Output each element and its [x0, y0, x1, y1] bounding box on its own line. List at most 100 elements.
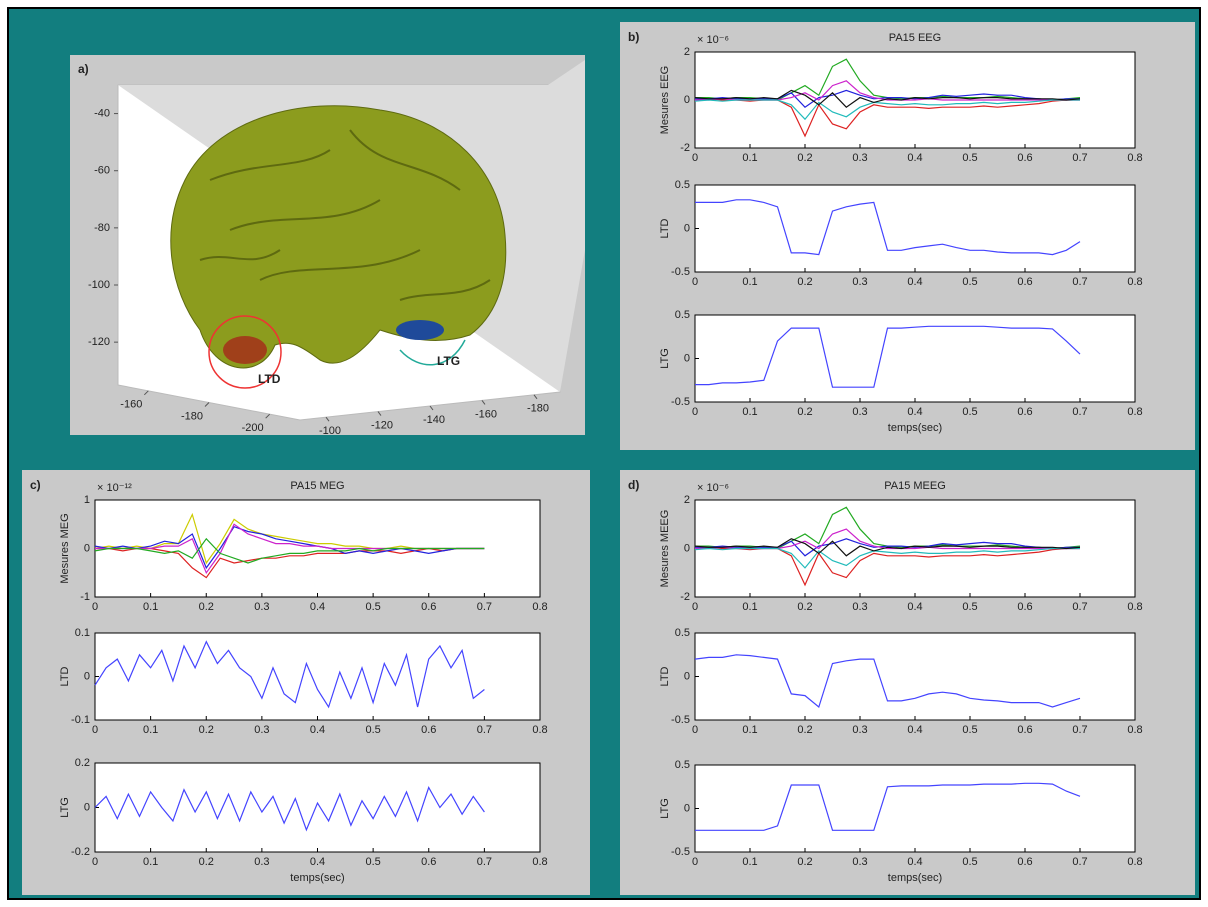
- x-tick-label: 0.4: [310, 724, 325, 736]
- x-tick-label: 0.5: [962, 856, 977, 868]
- x-tick-label: 0: [692, 406, 698, 418]
- x-tick-label: 0.3: [852, 601, 867, 613]
- x-tick-label: 0.6: [421, 601, 436, 613]
- y-tick: [204, 402, 210, 407]
- source-ltd: [223, 336, 267, 364]
- z-tick-label: -40: [94, 107, 110, 119]
- y-tick-label: -0.2: [71, 846, 90, 858]
- chart-title: PA15 MEEG: [884, 480, 946, 492]
- panel-label: d): [628, 478, 639, 492]
- brain-folds: [199, 129, 491, 301]
- source-ltg: [396, 320, 444, 340]
- x-tick-label: 0.7: [477, 856, 492, 868]
- y-tick-label: -0.5: [671, 266, 690, 278]
- series-line: [94, 537, 485, 564]
- x-tick-label: 0.1: [143, 856, 158, 868]
- x-tick: [377, 411, 382, 416]
- y-tick-label: 0.5: [675, 759, 690, 771]
- y-axis-label: Mesures EEG: [659, 66, 671, 134]
- z-tick-label: -120: [88, 336, 110, 348]
- y-tick-label: 0: [84, 542, 90, 554]
- x-tick-label: 0.2: [199, 601, 214, 613]
- y-tick-label: 0: [684, 670, 690, 682]
- x-tick-label: 0: [92, 856, 98, 868]
- y-tick-label: -180: [181, 410, 203, 422]
- x-tick-label: 0.6: [1017, 601, 1032, 613]
- y-axis-label: LTD: [659, 218, 671, 238]
- series-line: [94, 640, 485, 709]
- brain: [170, 105, 507, 369]
- x-tick-label: 0: [692, 724, 698, 736]
- x-tick-label: 0.3: [254, 724, 269, 736]
- x-axis-label: temps(sec): [888, 872, 942, 884]
- x-tick-label: 0.5: [962, 152, 977, 164]
- x-tick: [481, 400, 486, 405]
- x-tick-label: 0.3: [852, 406, 867, 418]
- x-tick-label: 0.4: [907, 601, 922, 613]
- axis-multiplier: × 10⁻¹²: [97, 482, 132, 494]
- y-tick-label: 0: [684, 94, 690, 106]
- x-axis-label: temps(sec): [290, 872, 344, 884]
- x-tick: [533, 394, 538, 400]
- x-tick-label: 0.6: [1017, 856, 1032, 868]
- x-tick-label: 0.1: [742, 406, 757, 418]
- y-tick-label: -0.5: [671, 846, 690, 858]
- x-tick-label: 0.5: [365, 724, 380, 736]
- series-line: [694, 654, 1081, 709]
- series-line: [94, 525, 485, 570]
- x-tick-label: 0.4: [907, 406, 922, 418]
- x-tick-label: 0.6: [1017, 724, 1032, 736]
- series-line: [695, 538, 1080, 557]
- axis-multiplier: × 10⁻⁶: [697, 482, 729, 494]
- y-tick-label: 0: [84, 801, 90, 813]
- x-tick-label: 0.2: [797, 601, 812, 613]
- series-line: [694, 547, 1080, 569]
- axes: [694, 632, 1136, 721]
- z-tick-label: -80: [94, 222, 110, 234]
- x-tick-label: 0.3: [254, 601, 269, 613]
- y-tick-label: 0.5: [675, 627, 690, 639]
- annotation: LTD: [258, 372, 281, 386]
- x-tick-label: 0.4: [907, 276, 922, 288]
- series-line: [695, 782, 1081, 831]
- series-line: [694, 99, 1080, 121]
- y-tick: [265, 413, 271, 419]
- x-tick-label: 0.7: [1072, 276, 1087, 288]
- x-tick-label: 0.3: [852, 152, 867, 164]
- x-tick-label: 0.7: [1072, 856, 1087, 868]
- y-tick-label: 1: [84, 494, 90, 506]
- y-tick: [143, 390, 149, 396]
- x-tick-label: -120: [371, 420, 393, 432]
- annotation: LTG: [437, 354, 460, 368]
- x-tick-label: 0.8: [1127, 601, 1142, 613]
- axes: [94, 632, 541, 721]
- x-tick-label: 0.3: [852, 724, 867, 736]
- axes: [694, 184, 1136, 273]
- x-tick-label: 0: [692, 856, 698, 868]
- axis-multiplier: × 10⁻⁶: [697, 34, 729, 46]
- x-tick-label: 0.4: [310, 856, 325, 868]
- x-tick-label: 0.2: [199, 856, 214, 868]
- y-axis-label: LTG: [659, 348, 671, 369]
- y-axis-label: LTG: [659, 798, 671, 819]
- x-axis-label: temps(sec): [888, 422, 942, 434]
- x-tick-label: 0.8: [532, 856, 547, 868]
- z-tick-label: -100: [88, 279, 110, 291]
- series-line: [94, 786, 485, 832]
- y-tick-label: 0: [684, 222, 690, 234]
- x-tick-label: 0.8: [1127, 276, 1142, 288]
- brain-box: [117, 60, 585, 421]
- series-line: [95, 547, 485, 579]
- y-axis-label: LTD: [659, 666, 671, 686]
- z-tick-label: -60: [94, 165, 110, 177]
- x-tick-label: 0.5: [365, 601, 380, 613]
- x-tick-label: 0.7: [477, 724, 492, 736]
- y-tick-label: 0: [84, 670, 90, 682]
- series-line: [695, 89, 1080, 108]
- x-tick-label: 0.1: [742, 856, 757, 868]
- chart-title: PA15 MEG: [290, 480, 344, 492]
- chart-title: PA15 EEG: [889, 32, 941, 44]
- x-tick-label: 0.2: [199, 724, 214, 736]
- x-tick-label: 0.3: [852, 276, 867, 288]
